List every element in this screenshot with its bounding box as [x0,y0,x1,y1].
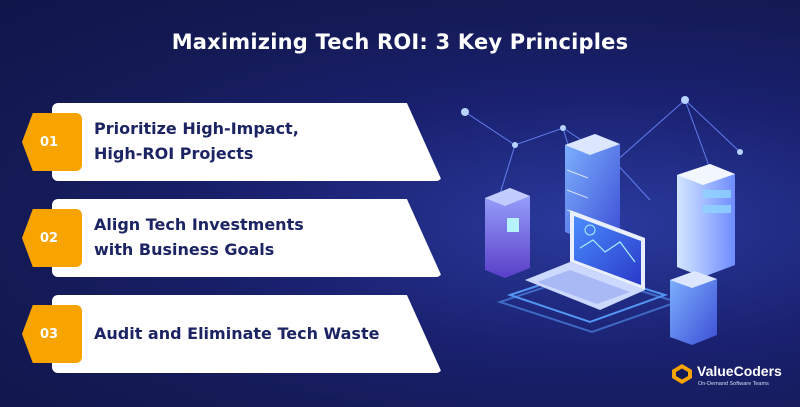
principle-text: Align Tech Investments with Business Goa… [94,215,304,259]
principle-number-badge: 02 [22,209,82,267]
principle-panel [52,295,442,373]
principle-text: Audit and Eliminate Tech Waste [94,323,380,343]
principle-card-3: 03 Audit and Eliminate Tech Waste [22,295,447,373]
page-title: Maximizing Tech ROI: 3 Key Principles [171,30,629,54]
principle-panel [52,103,442,181]
principle-number-badge: 01 [22,113,82,171]
principle-text: Prioritize High-Impact, High-ROI Project… [94,119,299,163]
server-network-laptop-icon [455,90,755,350]
brand-tagline: On-Demand Software Teams [698,381,769,387]
principle-card-1: 01 Prioritize High-Impact, High-ROI Proj… [22,103,447,181]
principle-number-badge: 03 [22,305,82,363]
principle-panel [52,199,442,277]
brand-name: ValueCoders [697,363,782,379]
valuecoders-logo-icon [672,364,692,384]
brand-logo: ValueCoders On-Demand Software Teams [672,361,792,397]
principle-card-2: 02 Align Tech Investments with Business … [22,199,447,277]
